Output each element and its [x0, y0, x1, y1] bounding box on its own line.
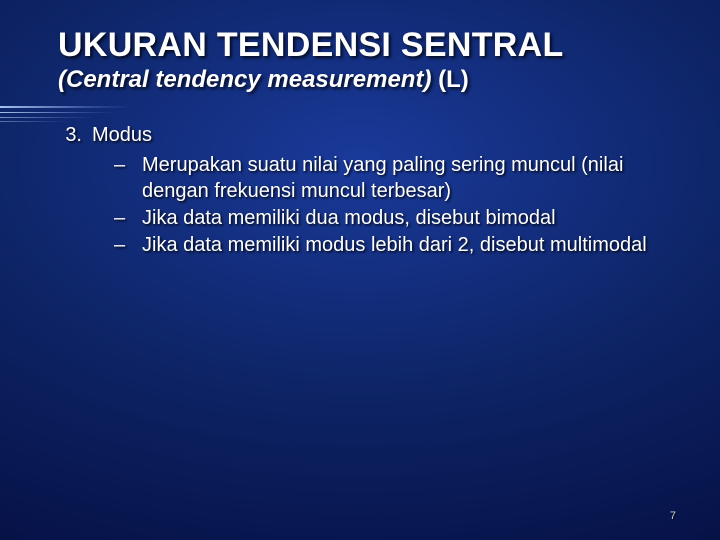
- bullet-dash: –: [110, 152, 142, 204]
- subtitle-italic: (Central tendency measurement): [58, 66, 431, 93]
- list-item: 3. Modus: [58, 122, 662, 148]
- subtitle-plain: (L): [431, 66, 468, 93]
- bullet-item: – Jika data memiliki modus lebih dari 2,…: [110, 232, 662, 258]
- list-number: 3.: [58, 122, 92, 148]
- bullet-text: Jika data memiliki dua modus, disebut bi…: [142, 205, 662, 231]
- page-number: 7: [670, 510, 676, 522]
- bullet-text: Jika data memiliki modus lebih dari 2, d…: [142, 232, 662, 258]
- list-heading: Modus: [92, 122, 152, 148]
- bullet-text: Merupakan suatu nilai yang paling sering…: [142, 152, 662, 204]
- bullet-dash: –: [110, 205, 142, 231]
- bullet-item: – Merupakan suatu nilai yang paling seri…: [110, 152, 662, 204]
- slide-title: UKURAN TENDENSI SENTRAL: [58, 28, 662, 64]
- slide-subtitle: (Central tendency measurement) (L): [58, 66, 662, 94]
- bullet-list: – Merupakan suatu nilai yang paling seri…: [58, 152, 662, 258]
- slide-body: 3. Modus – Merupakan suatu nilai yang pa…: [58, 122, 662, 258]
- slide: UKURAN TENDENSI SENTRAL (Central tendenc…: [0, 0, 720, 540]
- bullet-dash: –: [110, 232, 142, 258]
- bullet-item: – Jika data memiliki dua modus, disebut …: [110, 205, 662, 231]
